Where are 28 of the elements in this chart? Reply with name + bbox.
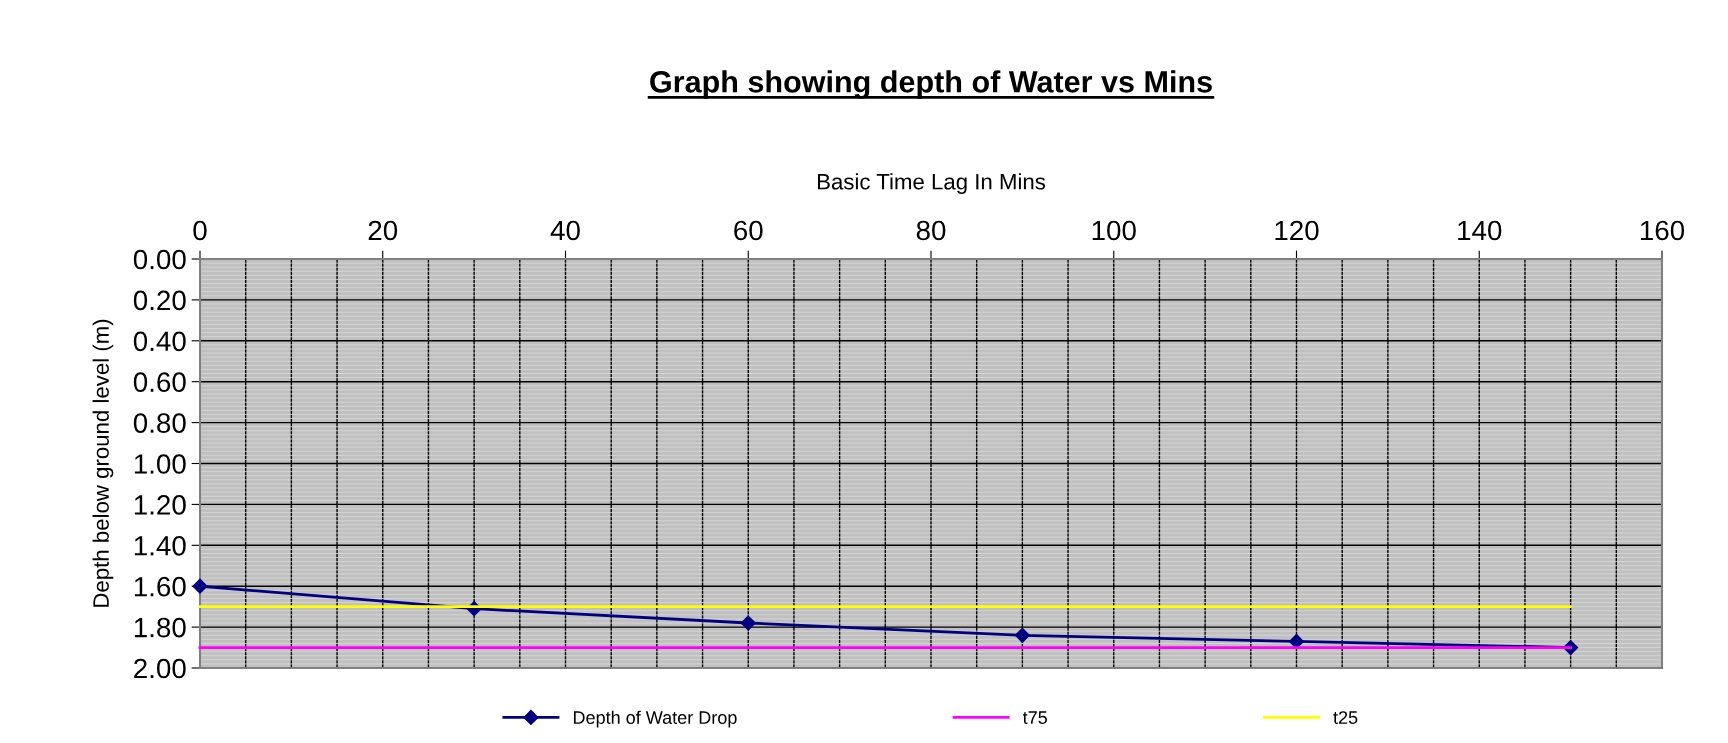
- x-tick-label: 20: [368, 220, 398, 241]
- y-tick-label: 0.60: [133, 372, 186, 393]
- x-tick-label: 160: [1640, 220, 1685, 241]
- legend-label: t25: [1333, 711, 1358, 724]
- x-tick-label: 60: [734, 220, 763, 241]
- legend-label: Depth of Water Drop: [573, 710, 737, 728]
- y-tick-label: 1.00: [134, 454, 186, 474]
- y-tick-label: 1.60: [134, 576, 186, 597]
- point: [1014, 627, 1030, 643]
- y-tick-label: 1.80: [134, 617, 186, 638]
- y-tick-label: 0.00: [133, 249, 186, 270]
- x-tick-label: 0: [193, 220, 207, 241]
- x-tick-label: 120: [1275, 220, 1319, 241]
- x-tick-label: 100: [1092, 220, 1136, 241]
- point: [740, 615, 756, 631]
- y-tick-label: 0.40: [133, 331, 186, 352]
- x-axis-title: Basic Time Lag In Mins: [817, 173, 1046, 194]
- y-tick-label: 0.20: [133, 290, 186, 311]
- y-tick-label: 1.20: [134, 495, 186, 515]
- legend-label: t75: [1022, 711, 1047, 724]
- x-tick-label: 40: [550, 220, 580, 241]
- y-axis-title: Depth below ground level (m): [92, 319, 114, 607]
- x-tick-label: 140: [1458, 220, 1502, 241]
- x-tick-label: 80: [916, 220, 946, 241]
- chart-title: Graph showing depth of Water vs Mins: [650, 70, 1212, 99]
- y-tick-label: 0.80: [133, 413, 186, 433]
- y-tick-label: 1.40: [134, 535, 186, 556]
- y-tick-label: 2.00: [134, 658, 186, 679]
